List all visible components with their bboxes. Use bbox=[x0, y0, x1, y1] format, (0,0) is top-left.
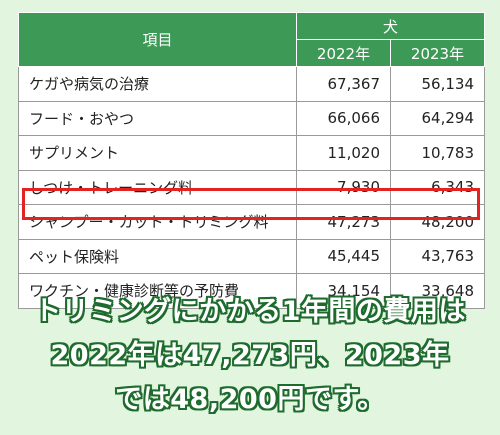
table-row-highlighted: シャンプー・カット・トリミング料 47,273 48,200 bbox=[18, 204, 486, 240]
row-item: ペット保険料 bbox=[18, 239, 297, 274]
table-row: しつけ・トレーニング料 7,930 6,343 bbox=[18, 170, 486, 205]
table-row: ケガや病気の治療 67,367 56,134 bbox=[18, 66, 486, 102]
row-value-2023: 10,783 bbox=[390, 135, 486, 171]
row-value-2022: 47,273 bbox=[296, 204, 391, 240]
row-item: シャンプー・カット・トリミング料 bbox=[18, 204, 297, 240]
caption-line-2: 2022年は47,273円、2023年 bbox=[50, 340, 450, 371]
row-item: サプリメント bbox=[18, 135, 297, 171]
table-row: サプリメント 11,020 10,783 bbox=[18, 135, 486, 171]
row-item: フード・おやつ bbox=[18, 101, 297, 136]
caption-line-3: では48,200円です。 bbox=[115, 384, 385, 415]
row-value-2022: 34,154 bbox=[296, 273, 391, 309]
row-value-2022: 45,445 bbox=[296, 239, 391, 274]
row-item: しつけ・トレーニング料 bbox=[18, 170, 297, 205]
header-item: 項目 bbox=[18, 12, 297, 67]
expense-table: 項目 犬 2022年 2023年 ケガや病気の治療 67,367 56,134 … bbox=[18, 12, 486, 309]
row-value-2022: 11,020 bbox=[296, 135, 391, 171]
row-item: ワクチン・健康診断等の予防費 bbox=[18, 273, 297, 309]
table-row: ワクチン・健康診断等の予防費 34,154 33,648 bbox=[18, 273, 486, 309]
row-value-2022: 7,930 bbox=[296, 170, 391, 205]
header-year-2022: 2022年 bbox=[296, 39, 391, 67]
row-value-2023: 56,134 bbox=[390, 66, 486, 102]
expense-table-container: 項目 犬 2022年 2023年 ケガや病気の治療 67,367 56,134 … bbox=[18, 12, 486, 309]
caption-text: トリミングにかかる1年間の費用は 2022年は47,273円、2023年 では4… bbox=[0, 290, 500, 422]
row-value-2022: 67,367 bbox=[296, 66, 391, 102]
row-value-2023: 64,294 bbox=[390, 101, 486, 136]
table-row: ペット保険料 45,445 43,763 bbox=[18, 239, 486, 274]
table-year-header-row: 2022年 2023年 bbox=[19, 39, 486, 67]
row-value-2022: 66,066 bbox=[296, 101, 391, 136]
row-value-2023: 33,648 bbox=[390, 273, 486, 309]
caption-line-1: トリミングにかかる1年間の費用は bbox=[34, 296, 466, 327]
row-value-2023: 6,343 bbox=[390, 170, 486, 205]
row-item: ケガや病気の治療 bbox=[18, 66, 297, 102]
header-group-dog: 犬 bbox=[295, 12, 486, 40]
table-row: フード・おやつ 66,066 64,294 bbox=[18, 101, 486, 136]
row-value-2023: 43,763 bbox=[390, 239, 486, 274]
table-header-row: 項目 犬 bbox=[18, 12, 486, 67]
row-value-2023: 48,200 bbox=[390, 204, 486, 240]
header-year-2023: 2023年 bbox=[389, 39, 486, 67]
